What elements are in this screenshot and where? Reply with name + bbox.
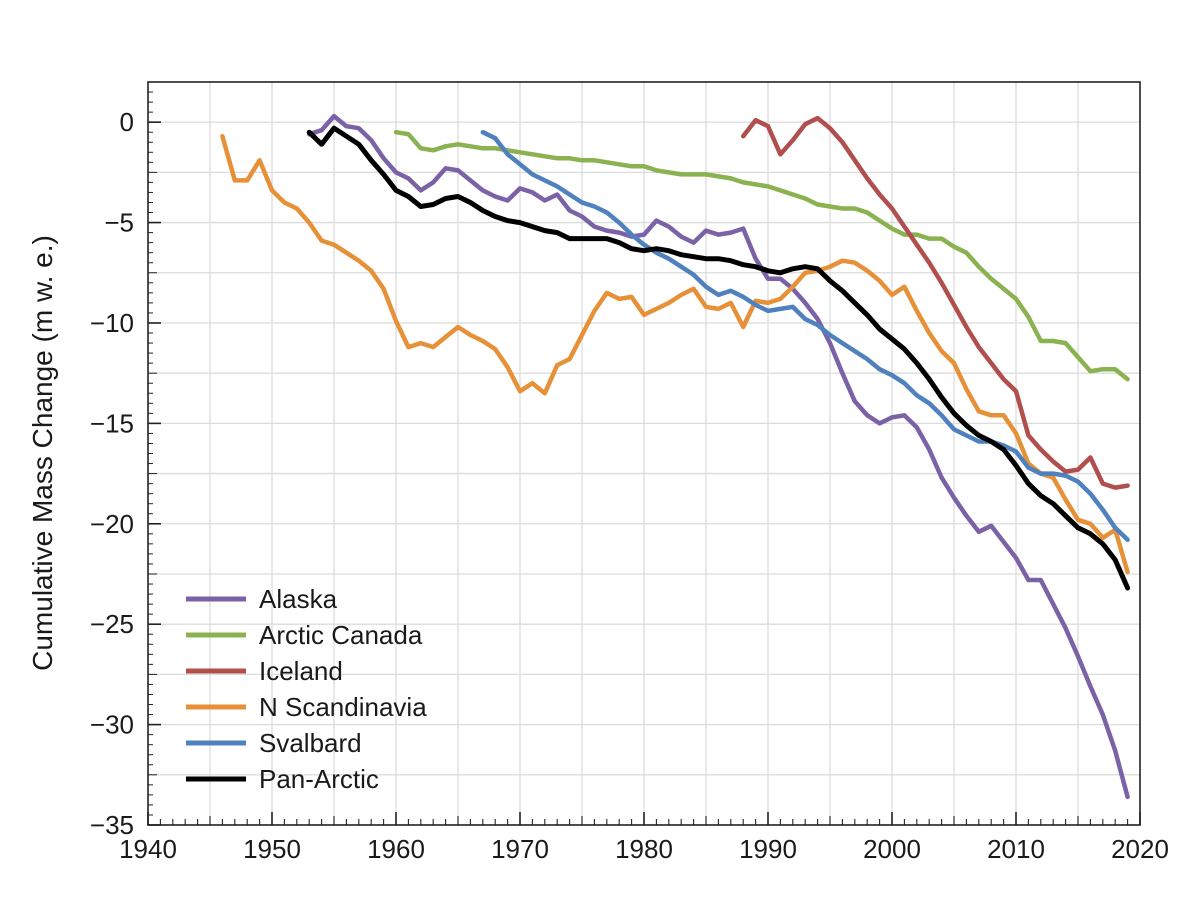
y-tick-label: −15 [90, 408, 134, 438]
legend-label-iceland: Iceland [259, 656, 343, 686]
series-line-alaska [306, 113, 1130, 800]
x-tick-label: 1940 [119, 834, 177, 864]
y-axis-label: Cumulative Mass Change (m w. e.) [27, 235, 58, 671]
y-tick-label: −35 [90, 810, 134, 840]
x-tick-label: 2020 [1111, 834, 1169, 864]
series-line-n-scandinavia [220, 133, 1130, 575]
series-line-svalbard [480, 129, 1130, 543]
tick-labels: 1940 1950 1960 1970 1980 1990 2000 2010 2020 0 −5 −… [90, 107, 1169, 864]
series-lines [220, 113, 1131, 800]
x-tick-label: 1950 [243, 834, 301, 864]
y-tick-label: −25 [90, 609, 134, 639]
y-tick-label: −10 [90, 308, 134, 338]
legend-label-svalbard: Svalbard [259, 728, 362, 758]
legend-label-arctic-canada: Arctic Canada [259, 620, 423, 650]
y-tick-label: −20 [90, 509, 134, 539]
legend-label-alaska: Alaska [259, 584, 338, 614]
x-tick-label: 2000 [863, 834, 921, 864]
series-line-arctic-canada [393, 129, 1130, 382]
x-tick-label: 2010 [987, 834, 1045, 864]
legend: Alaska Arctic Canada Iceland N Scandinavia S… [186, 584, 427, 794]
x-tick-label: 1970 [491, 834, 549, 864]
legend-label-pan-arctic: Pan-Arctic [259, 764, 379, 794]
axis-ticks [147, 81, 1141, 826]
series-line-iceland [740, 115, 1130, 490]
y-tick-label: 0 [120, 107, 134, 137]
x-tick-label: 1960 [367, 834, 425, 864]
series-line-pan-arctic [306, 125, 1131, 591]
x-tick-label: 1980 [615, 834, 673, 864]
y-tick-label: −5 [104, 208, 134, 238]
y-tick-label: −30 [90, 710, 134, 740]
legend-label-n-scandinavia: N Scandinavia [259, 692, 427, 722]
x-tick-label: 1990 [739, 834, 797, 864]
